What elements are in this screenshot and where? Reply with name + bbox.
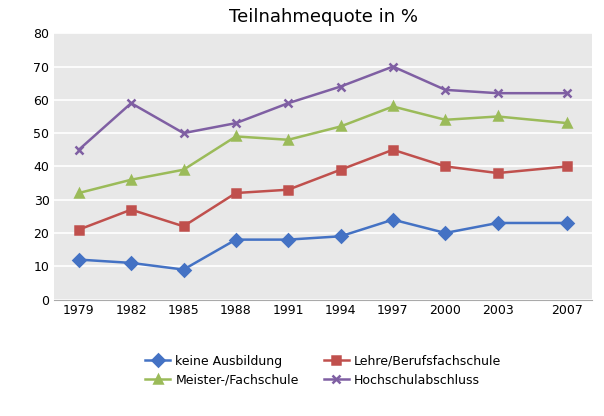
keine Ausbildung xyxy=(390,217,397,222)
Lehre/Berufsfachschule xyxy=(494,171,501,176)
Line: Hochschulabschluss: Hochschulabschluss xyxy=(75,62,571,154)
keine Ausbildung xyxy=(233,237,240,242)
keine Ausbildung xyxy=(284,237,292,242)
Meister-/Fachschule xyxy=(127,177,135,182)
Title: Teilnahmequote in %: Teilnahmequote in % xyxy=(229,8,417,26)
Meister-/Fachschule xyxy=(180,167,187,172)
Legend: keine Ausbildung, Meister-/Fachschule, Lehre/Berufsfachschule, Hochschulabschlus: keine Ausbildung, Meister-/Fachschule, L… xyxy=(139,348,507,393)
Lehre/Berufsfachschule xyxy=(564,164,571,169)
Meister-/Fachschule xyxy=(284,137,292,142)
Lehre/Berufsfachschule xyxy=(233,191,240,196)
Line: keine Ausbildung: keine Ausbildung xyxy=(75,215,571,274)
Line: Meister-/Fachschule: Meister-/Fachschule xyxy=(75,102,571,197)
Hochschulabschluss xyxy=(75,147,82,152)
Line: Lehre/Berufsfachschule: Lehre/Berufsfachschule xyxy=(75,146,571,234)
Lehre/Berufsfachschule xyxy=(337,167,344,172)
Lehre/Berufsfachschule xyxy=(75,227,82,232)
Hochschulabschluss xyxy=(337,84,344,89)
keine Ausbildung xyxy=(337,234,344,239)
keine Ausbildung xyxy=(127,260,135,265)
Hochschulabschluss xyxy=(390,64,397,69)
Hochschulabschluss xyxy=(127,101,135,106)
keine Ausbildung xyxy=(180,267,187,272)
Meister-/Fachschule xyxy=(75,191,82,196)
keine Ausbildung xyxy=(75,257,82,262)
Meister-/Fachschule xyxy=(564,121,571,126)
Lehre/Berufsfachschule xyxy=(284,187,292,192)
Hochschulabschluss xyxy=(564,91,571,96)
Hochschulabschluss xyxy=(180,131,187,136)
Hochschulabschluss xyxy=(233,121,240,126)
Meister-/Fachschule xyxy=(442,117,449,122)
Lehre/Berufsfachschule xyxy=(442,164,449,169)
Lehre/Berufsfachschule xyxy=(180,224,187,229)
Meister-/Fachschule xyxy=(390,104,397,109)
keine Ausbildung xyxy=(442,230,449,235)
keine Ausbildung xyxy=(494,220,501,225)
Meister-/Fachschule xyxy=(494,114,501,119)
keine Ausbildung xyxy=(564,220,571,225)
Hochschulabschluss xyxy=(494,91,501,96)
Meister-/Fachschule xyxy=(233,134,240,139)
Lehre/Berufsfachschule xyxy=(390,147,397,152)
Hochschulabschluss xyxy=(284,101,292,106)
Hochschulabschluss xyxy=(442,87,449,92)
Lehre/Berufsfachschule xyxy=(127,207,135,212)
Meister-/Fachschule xyxy=(337,124,344,129)
